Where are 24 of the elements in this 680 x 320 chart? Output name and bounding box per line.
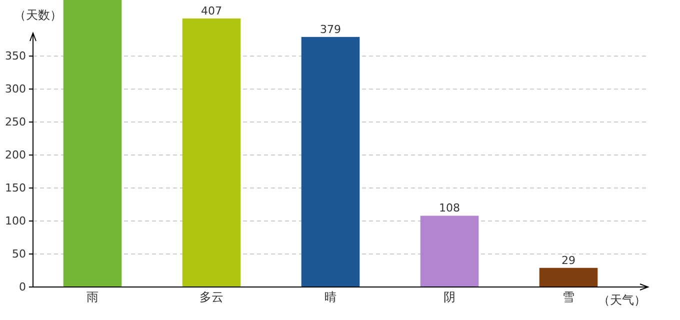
y-tick-label: 300 — [5, 82, 26, 96]
data-label: 29 — [562, 254, 576, 267]
data-label: 379 — [320, 22, 341, 36]
y-tick-label: 250 — [5, 116, 26, 129]
data-label: 407 — [201, 4, 222, 18]
y-axis-title: （天数） — [14, 8, 62, 22]
x-axis-title: （天气） — [598, 293, 646, 307]
bar — [63, 0, 122, 287]
x-tick-label: 阴 — [444, 290, 456, 304]
bar — [301, 36, 360, 287]
x-tick-label: 雨 — [86, 290, 98, 304]
data-label: 108 — [439, 202, 460, 215]
x-tick-label: 雪 — [562, 290, 574, 304]
bar — [420, 216, 479, 287]
bar — [182, 18, 241, 287]
y-tick-label: 0 — [19, 280, 26, 294]
y-tick-label: 100 — [5, 214, 26, 228]
x-tick-label: 晴 — [324, 290, 336, 304]
bar — [539, 268, 598, 287]
y-tick-label: 350 — [5, 50, 26, 63]
y-tick-label: 150 — [5, 182, 26, 195]
x-tick-label: 多云 — [200, 290, 224, 304]
y-tick-label: 200 — [5, 148, 26, 162]
y-tick-label: 50 — [12, 248, 26, 261]
